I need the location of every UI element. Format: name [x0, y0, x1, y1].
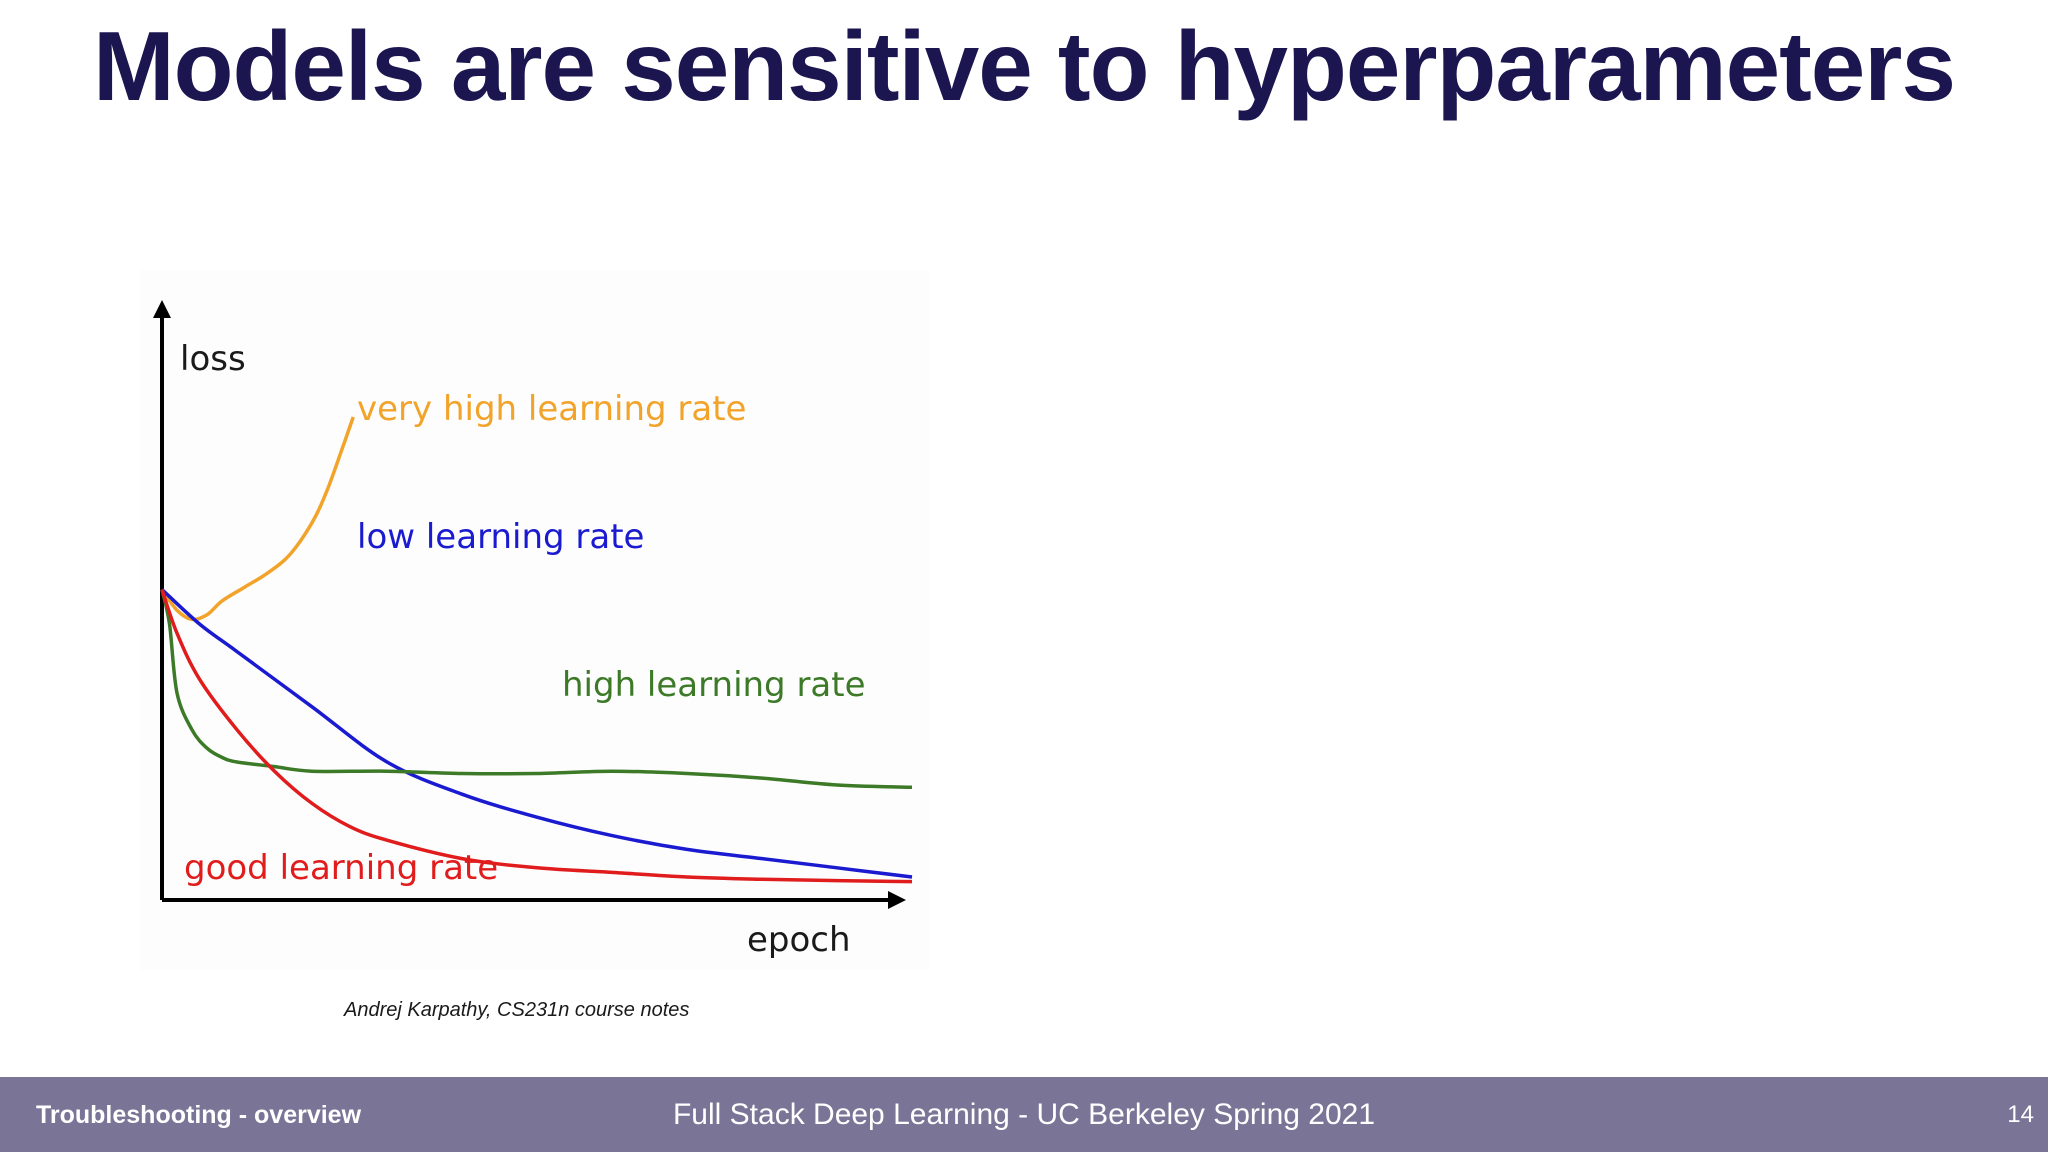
- y-axis-label: loss: [180, 339, 246, 379]
- series-line-0: [160, 416, 355, 622]
- series-label-0: very high learning rate: [357, 389, 746, 429]
- chart-panel: [140, 270, 930, 970]
- chart-caption: Andrej Karpathy, CS231n course notes: [344, 999, 690, 1021]
- series-line-1: [160, 588, 913, 879]
- series-line-3: [160, 588, 913, 884]
- footer-course-title: Full Stack Deep Learning - UC Berkeley S…: [672, 1098, 1376, 1131]
- series-line-2: [160, 589, 913, 790]
- x-axis-arrow: [888, 891, 906, 909]
- series-label-3: good learning rate: [184, 848, 498, 888]
- footer-section-label: Troubleshooting - overview: [36, 1101, 362, 1129]
- page-number: 14: [2007, 1101, 2034, 1128]
- series-group: [160, 416, 913, 884]
- series-label-1: low learning rate: [357, 517, 644, 557]
- footer-bar: Troubleshooting - overview Full Stack De…: [0, 1077, 2048, 1152]
- slide-title: Models are sensitive to hyperparameters: [93, 11, 1956, 121]
- loss-chart: very high learning rate low learning rate…: [140, 270, 930, 970]
- y-axis-arrow: [153, 300, 171, 318]
- series-label-2: high learning rate: [562, 665, 866, 705]
- x-axis-label: epoch: [747, 920, 851, 960]
